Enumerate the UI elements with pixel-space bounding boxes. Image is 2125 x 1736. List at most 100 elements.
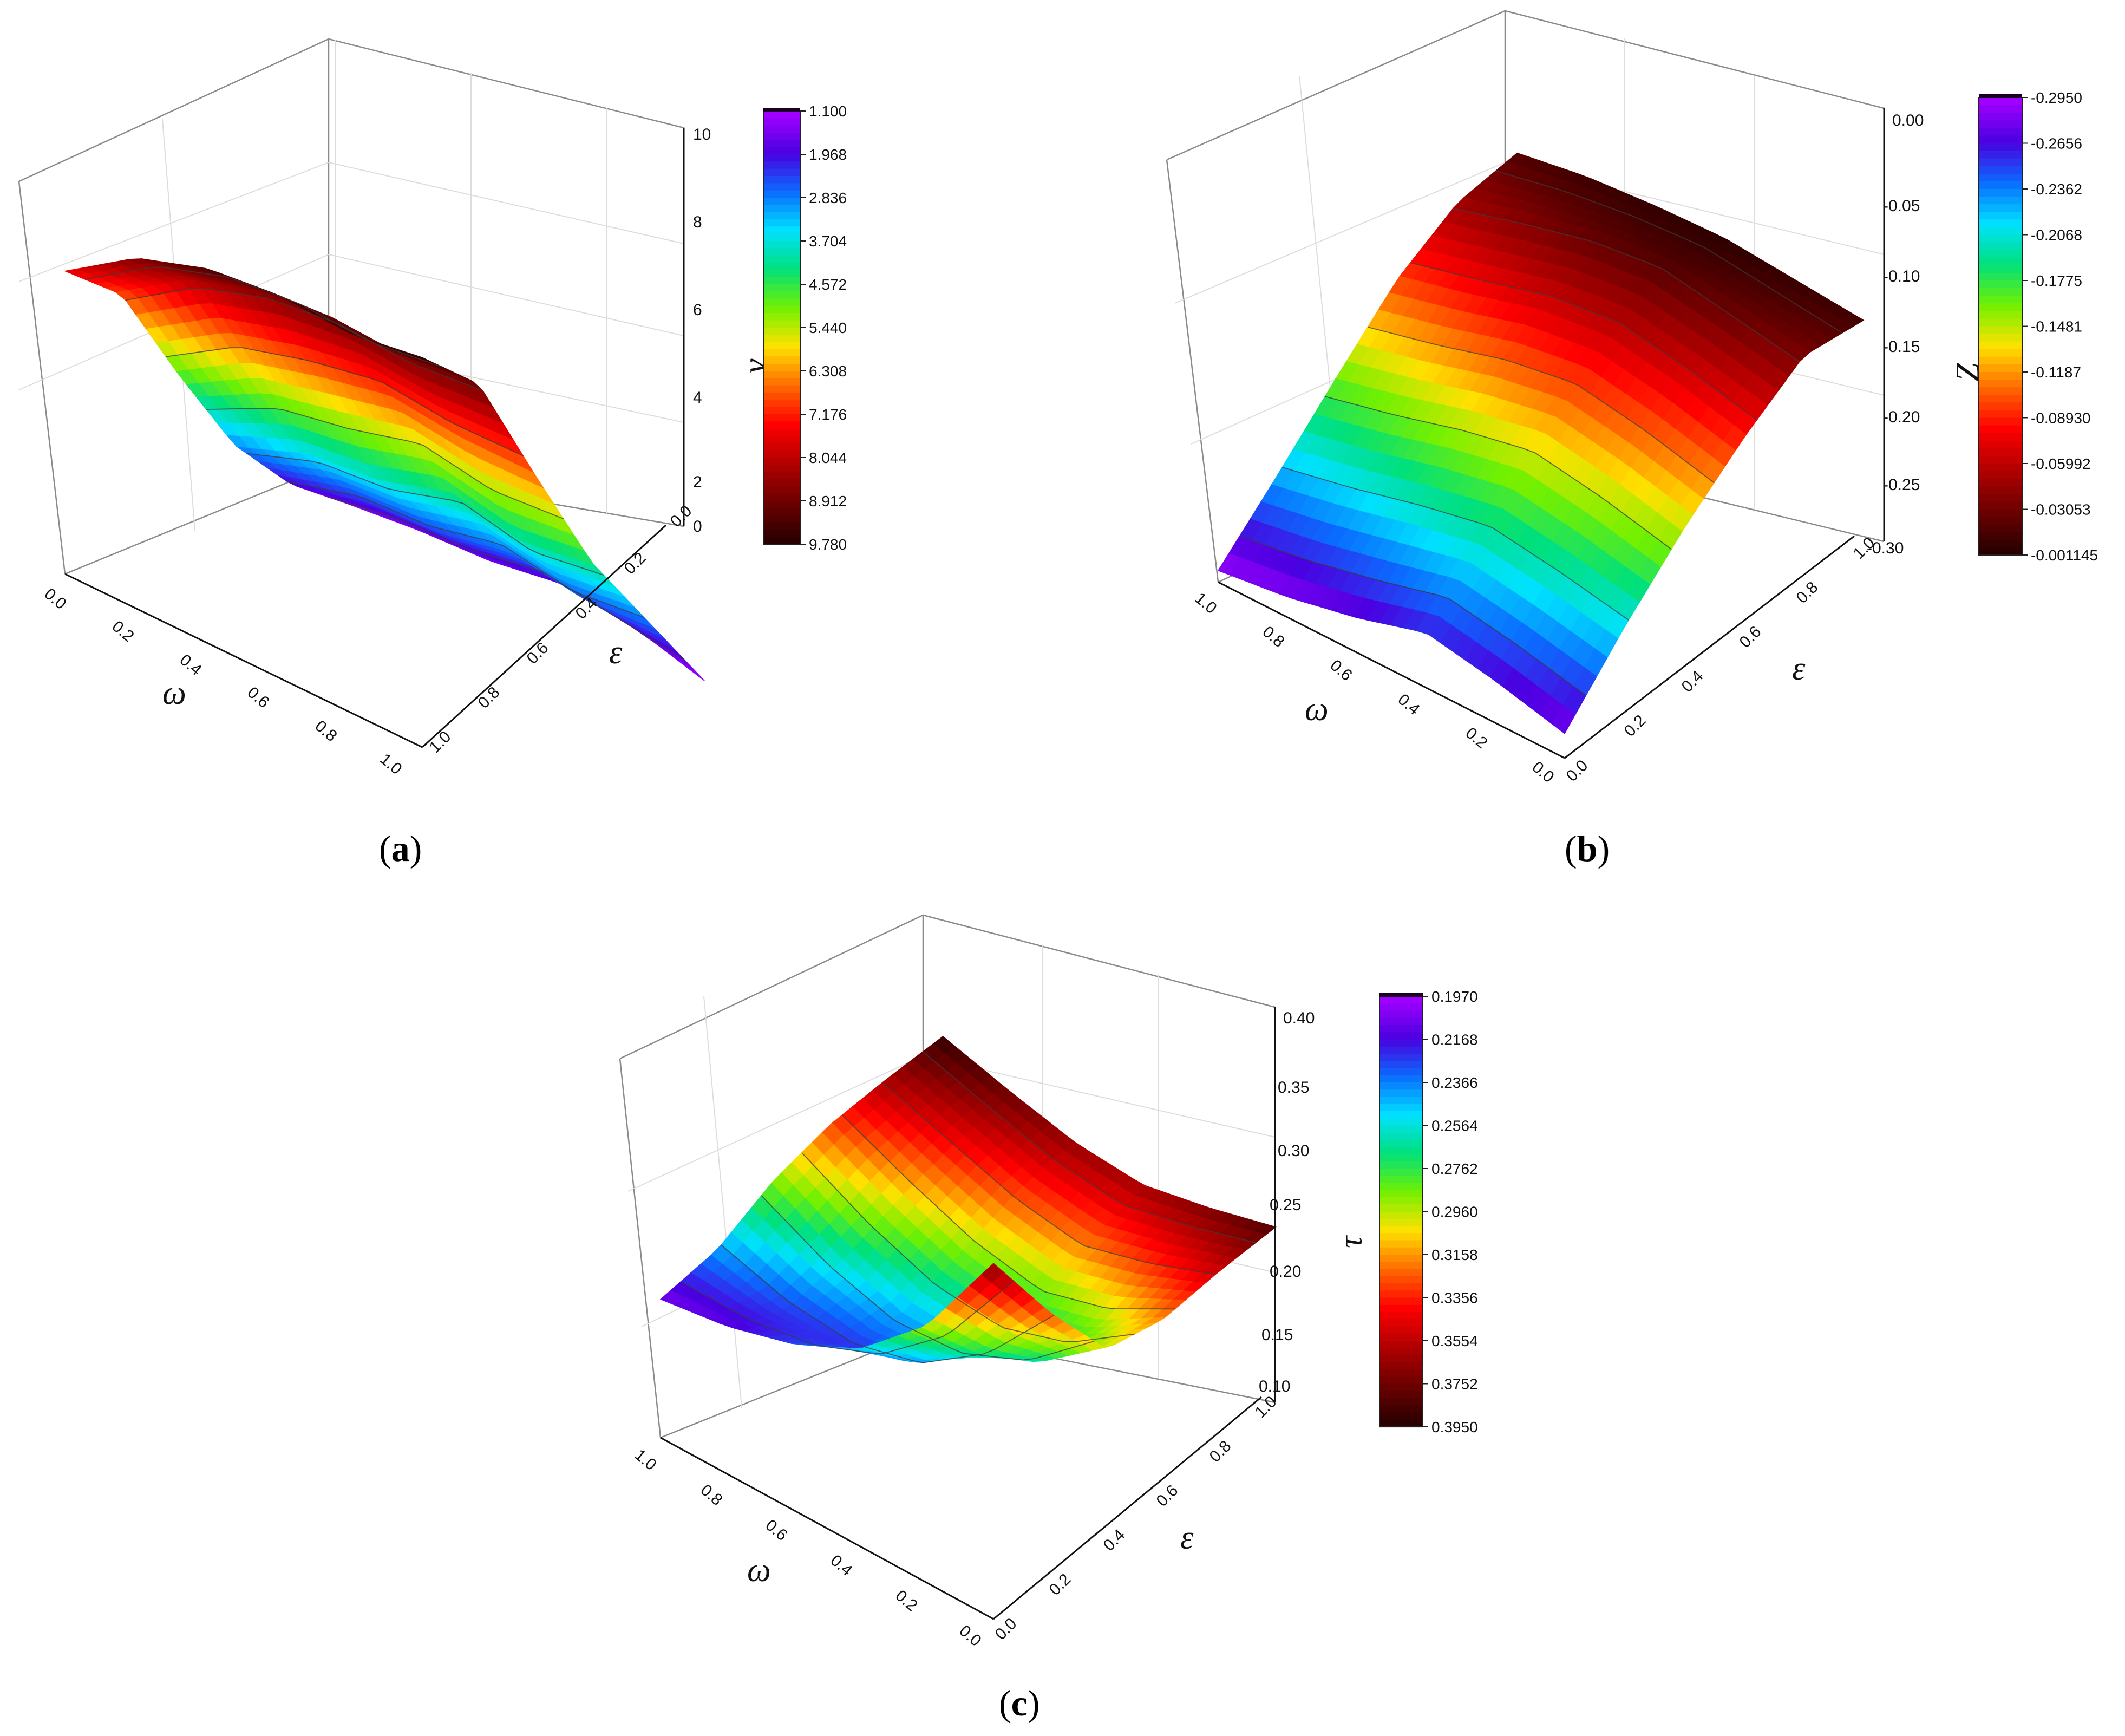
colorbar-swatch xyxy=(1379,1247,1423,1256)
panel-b-y-label: ε xyxy=(1792,650,1806,687)
contour-line xyxy=(721,1244,1055,1363)
colorbar-swatch xyxy=(763,335,800,343)
colorbar-tick-label: 0.2960 xyxy=(1431,1204,1478,1221)
colorbar-swatch xyxy=(1379,1362,1423,1370)
panel-a-z-tick-5: 10 xyxy=(693,126,711,143)
colorbar-tick-label: -0.1187 xyxy=(2031,364,2081,381)
colorbar-tick-label: -0.2950 xyxy=(2031,89,2082,106)
colorbar-swatch xyxy=(763,385,800,393)
colorbar-swatch xyxy=(1379,1218,1423,1227)
colorbar-swatch xyxy=(1979,402,2022,411)
panel-b-colorbar: -0.2950 -0.2656 -0.2362 -0.2068 -0.1775 -0.14… xyxy=(1978,89,2098,564)
colorbar-swatch xyxy=(1979,532,2022,540)
panel-b-x-tick-1: 0.8 xyxy=(1259,623,1288,651)
colorbar-tick-label: -0.05992 xyxy=(2031,455,2091,472)
colorbar-swatch xyxy=(1979,151,2022,159)
contour-line xyxy=(85,266,443,368)
colorbar-swatch xyxy=(763,479,800,487)
colorbar-tick-label: 0.3158 xyxy=(1431,1246,1478,1263)
colorbar-tick-label: 0.3356 xyxy=(1431,1290,1478,1307)
colorbar-swatch xyxy=(763,111,800,119)
colorbar-tick-label: 0.2564 xyxy=(1431,1118,1478,1134)
contour-line xyxy=(327,496,685,661)
colorbar-swatch xyxy=(1379,1348,1423,1356)
colorbar-swatch xyxy=(1979,257,2022,266)
panel-a-y-tick-0: 0.0 xyxy=(667,502,696,531)
colorbar-swatch xyxy=(763,428,800,436)
colorbar-swatch xyxy=(1979,425,2022,434)
colorbar-tick-label: 3.704 xyxy=(809,233,847,250)
colorbar-swatch xyxy=(1979,311,2022,319)
contour-line xyxy=(841,1114,1175,1310)
colorbar-swatch xyxy=(1379,1355,1423,1363)
colorbar-tick-label: 0.1970 xyxy=(1431,988,1478,1005)
colorbar-swatch xyxy=(1979,166,2022,174)
colorbar-swatch xyxy=(1979,387,2022,396)
panel-b-z-tick-0: 0.00 xyxy=(1892,112,1924,129)
panel-b-caption-letter: b xyxy=(1577,828,1598,869)
colorbar-swatch xyxy=(763,515,800,523)
colorbar-swatch xyxy=(1979,501,2022,510)
panel-a-z-tick-2: 4 xyxy=(693,389,702,407)
contour-line xyxy=(922,1051,1256,1243)
panel-b-y-tick-2: 0.4 xyxy=(1678,667,1707,696)
panel-c-surface xyxy=(659,1036,1277,1363)
colorbar-swatch xyxy=(1379,1111,1423,1119)
colorbar-swatch xyxy=(1379,1369,1423,1378)
panel-a-z-tick-1: 2 xyxy=(693,473,702,491)
colorbar-swatch xyxy=(1979,204,2022,213)
panel-c-z-tick-4: 0.20 xyxy=(1270,1263,1301,1281)
colorbar-tick-label: -0.1775 xyxy=(2031,272,2082,289)
colorbar-swatch xyxy=(763,349,800,357)
colorbar-tick-label: 0.2762 xyxy=(1431,1160,1478,1177)
surface-patch xyxy=(682,661,705,682)
panel-a-caption: (a) xyxy=(379,828,422,869)
colorbar-swatch xyxy=(1379,1104,1423,1112)
colorbar-swatch xyxy=(1979,128,2022,136)
colorbar-swatch xyxy=(1379,1376,1423,1385)
colorbar-swatch xyxy=(1379,1240,1423,1248)
colorbar-swatch xyxy=(763,219,800,227)
panel-c-z-tick-6: 0.10 xyxy=(1259,1378,1290,1395)
colorbar-swatch xyxy=(1379,1391,1423,1399)
colorbar-swatch xyxy=(1979,265,2022,273)
colorbar-swatch xyxy=(763,508,800,516)
colorbar-swatch xyxy=(763,255,800,263)
contour-line xyxy=(1410,262,1757,421)
colorbar-swatch xyxy=(1379,1154,1423,1162)
panel-b-x-label: ω xyxy=(1305,691,1329,728)
colorbar-swatch xyxy=(1979,227,2022,236)
colorbar-swatch xyxy=(1379,1054,1423,1062)
panel-a-y-tick-3: 0.6 xyxy=(524,639,552,668)
contour-line xyxy=(125,288,483,391)
colorbar-swatch xyxy=(1379,1017,1423,1026)
colorbar-swatch xyxy=(1979,448,2022,456)
panel-b-x-tick-0: 1.0 xyxy=(1192,589,1220,617)
contour-line xyxy=(166,347,524,456)
colorbar-swatch xyxy=(1379,1025,1423,1033)
colorbar-swatch xyxy=(763,161,800,169)
contour-line xyxy=(761,1195,1095,1361)
panel-b-x-tick-4: 0.2 xyxy=(1462,724,1491,752)
colorbar-swatch xyxy=(763,493,800,501)
colorbar-top-cap xyxy=(1979,94,2022,98)
panel-b-x-tick-3: 0.4 xyxy=(1395,690,1423,719)
contour-line xyxy=(286,481,645,618)
panel-c-x-tick-3: 0.4 xyxy=(827,1551,856,1580)
panel-b-surface xyxy=(1218,152,1865,734)
colorbar-swatch xyxy=(1379,1161,1423,1170)
panel-b-chart: 1.0 0.8 0.6 0.4 0.2 0.0 0.0 0.2 0.4 0.6 … xyxy=(1166,10,2098,869)
panel-c-caption-letter: c xyxy=(1011,1682,1028,1724)
colorbar-swatch xyxy=(763,147,800,155)
colorbar-swatch xyxy=(763,407,800,415)
panel-c-chart: 1.0 0.8 0.6 0.4 0.2 0.0 0.0 0.2 0.4 0.6 … xyxy=(619,914,1478,1724)
colorbar-swatch xyxy=(1979,250,2022,258)
colorbar-swatch xyxy=(763,342,800,350)
panel-c-x-tick-5: 0.0 xyxy=(956,1622,985,1650)
colorbar-swatch xyxy=(763,284,800,292)
colorbar-swatch xyxy=(1979,356,2022,365)
panel-a-x-tick-0: 0.0 xyxy=(41,585,70,613)
panel-a-y-tick-4: 0.8 xyxy=(475,683,504,712)
panel-b-z-tick-4: -0.20 xyxy=(1883,408,1920,426)
colorbar-swatch xyxy=(1379,1412,1423,1420)
